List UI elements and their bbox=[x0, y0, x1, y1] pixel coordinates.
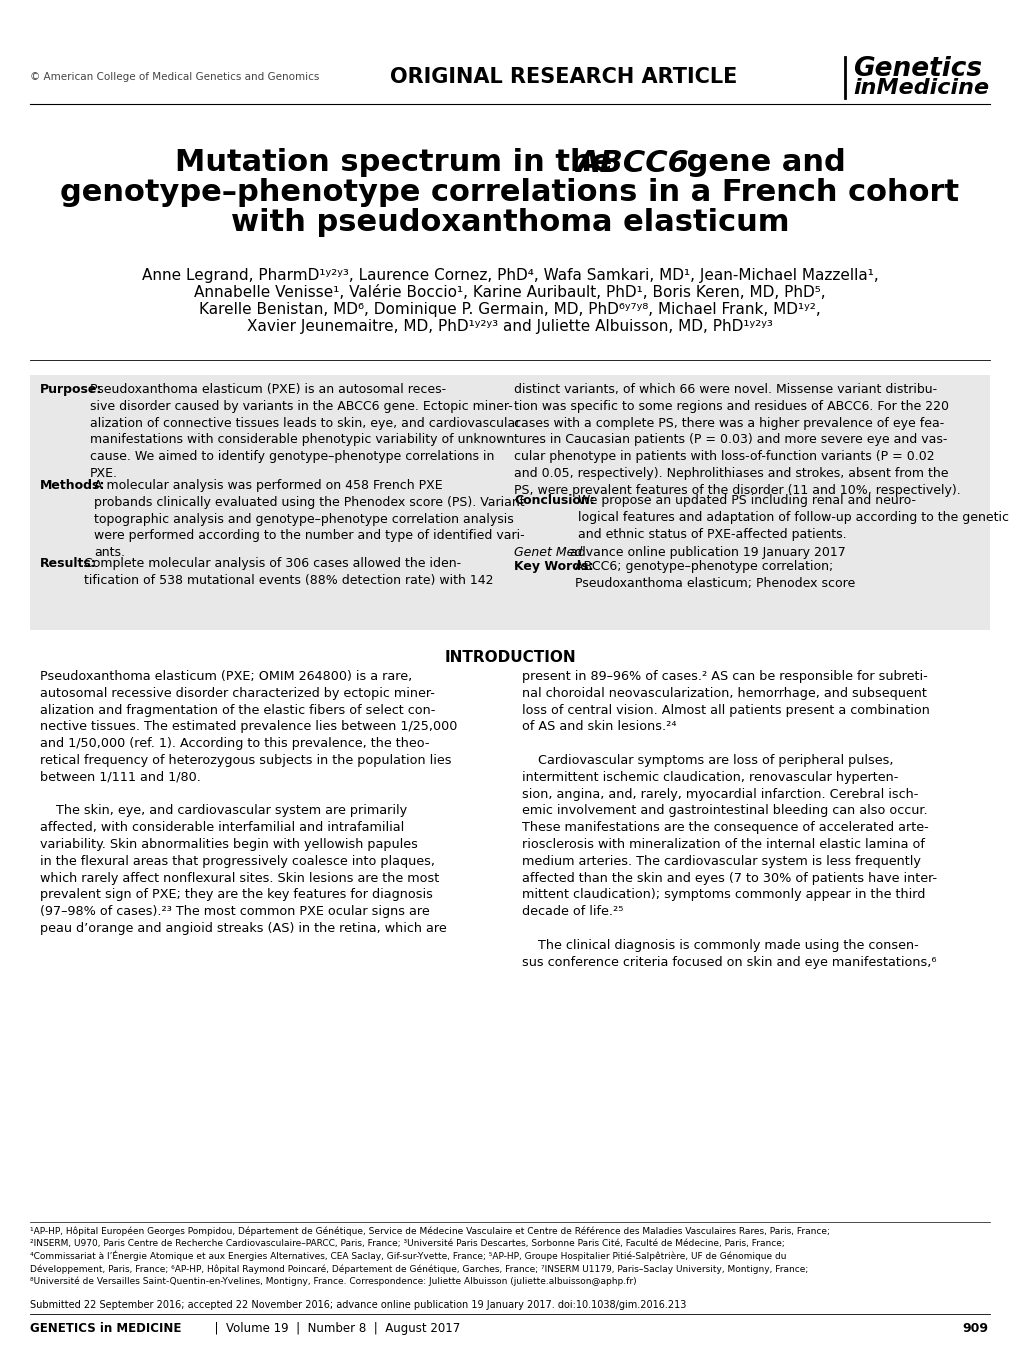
Text: Mutation spectrum in the       gene and: Mutation spectrum in the gene and bbox=[174, 148, 845, 178]
Bar bbox=[30, 375, 989, 630]
Text: advance online publication 19 January 2017: advance online publication 19 January 20… bbox=[570, 546, 845, 560]
Text: Genet Med: Genet Med bbox=[514, 546, 582, 560]
Text: Complete molecular analysis of 306 cases allowed the iden-
tification of 538 mut: Complete molecular analysis of 306 cases… bbox=[84, 557, 493, 587]
Text: present in 89–96% of cases.² AS can be responsible for subreti-
nal choroidal ne: present in 89–96% of cases.² AS can be r… bbox=[522, 669, 936, 969]
Text: genotype–phenotype correlations in a French cohort: genotype–phenotype correlations in a Fre… bbox=[60, 178, 959, 207]
Text: INTRODUCTION: INTRODUCTION bbox=[443, 650, 576, 665]
Text: ABCC6: ABCC6 bbox=[577, 149, 689, 179]
Text: Results:: Results: bbox=[40, 557, 97, 570]
Text: 909: 909 bbox=[961, 1322, 987, 1335]
Text: Submitted 22 September 2016; accepted 22 November 2016; advance online publicati: Submitted 22 September 2016; accepted 22… bbox=[30, 1299, 686, 1310]
Text: Conclusion:: Conclusion: bbox=[514, 495, 594, 507]
Text: distinct variants, of which 66 were novel. Missense variant distribu-
tion was s: distinct variants, of which 66 were nove… bbox=[514, 383, 960, 497]
Text: Anne Legrand, PharmD¹ʸ²ʸ³, Laurence Cornez, PhD⁴, Wafa Samkari, MD¹, Jean-Michae: Anne Legrand, PharmD¹ʸ²ʸ³, Laurence Corn… bbox=[142, 268, 877, 283]
Text: Pseudoxanthoma elasticum (PXE; OMIM 264800) is a rare,
autosomal recessive disor: Pseudoxanthoma elasticum (PXE; OMIM 2648… bbox=[40, 669, 457, 935]
Text: A molecular analysis was performed on 458 French PXE
probands clinically evaluat: A molecular analysis was performed on 45… bbox=[94, 480, 524, 560]
Text: with pseudoxanthoma elasticum: with pseudoxanthoma elasticum bbox=[230, 209, 789, 237]
Text: inMedicine: inMedicine bbox=[852, 79, 988, 98]
Text: |  Volume 19  |  Number 8  |  August 2017: | Volume 19 | Number 8 | August 2017 bbox=[207, 1322, 460, 1335]
Text: ORIGINAL RESEARCH ARTICLE: ORIGINAL RESEARCH ARTICLE bbox=[389, 66, 737, 87]
Text: Methods:: Methods: bbox=[40, 480, 105, 492]
Text: Pseudoxanthoma elasticum (PXE) is an autosomal reces-
sive disorder caused by va: Pseudoxanthoma elasticum (PXE) is an aut… bbox=[90, 383, 520, 480]
Text: ABCC6; genotype–phenotype correlation;
Pseudoxanthoma elasticum; Phenodex score: ABCC6; genotype–phenotype correlation; P… bbox=[575, 560, 854, 589]
Text: Purpose:: Purpose: bbox=[40, 383, 102, 396]
Text: GENETICS in MEDICINE: GENETICS in MEDICINE bbox=[30, 1322, 181, 1335]
Text: Karelle Benistan, MD⁶, Dominique P. Germain, MD, PhD⁶ʸ⁷ʸ⁸, Michael Frank, MD¹ʸ²,: Karelle Benistan, MD⁶, Dominique P. Germ… bbox=[199, 302, 820, 317]
Text: Genetics: Genetics bbox=[852, 56, 981, 83]
Text: Key Words:: Key Words: bbox=[514, 560, 593, 573]
Text: © American College of Medical Genetics and Genomics: © American College of Medical Genetics a… bbox=[30, 72, 319, 83]
Text: Annabelle Venisse¹, Valérie Boccio¹, Karine Auribault, PhD¹, Boris Keren, MD, Ph: Annabelle Venisse¹, Valérie Boccio¹, Kar… bbox=[194, 285, 825, 299]
Text: ¹AP-HP, Hôpital Européen Georges Pompidou, Département de Génétique, Service de : ¹AP-HP, Hôpital Européen Georges Pompido… bbox=[30, 1228, 829, 1286]
Text: Xavier Jeunemaitre, MD, PhD¹ʸ²ʸ³ and Juliette Albuisson, MD, PhD¹ʸ²ʸ³: Xavier Jeunemaitre, MD, PhD¹ʸ²ʸ³ and Jul… bbox=[247, 318, 772, 333]
Text: We propose an updated PS including renal and neuro-
logical features and adaptat: We propose an updated PS including renal… bbox=[578, 495, 1008, 541]
